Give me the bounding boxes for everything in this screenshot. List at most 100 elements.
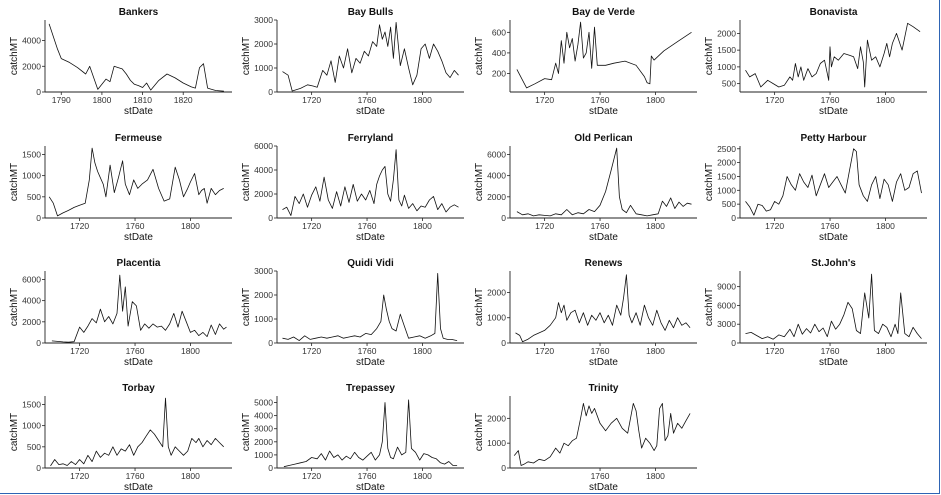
y-tick-label: 4000 bbox=[487, 171, 506, 181]
x-tick-label: 1800 bbox=[876, 346, 895, 356]
y-axis-label: catchMT bbox=[474, 37, 485, 75]
x-tick-label: 1760 bbox=[358, 471, 377, 481]
y-tick-label: 4000 bbox=[254, 165, 273, 175]
x-tick-label: 1760 bbox=[126, 471, 145, 481]
y-tick-label: 1000 bbox=[22, 171, 41, 181]
x-axis-label: stDate bbox=[589, 106, 618, 117]
x-tick-label: 1760 bbox=[591, 346, 610, 356]
y-tick-label: 2000 bbox=[487, 192, 506, 202]
y-tick-label: 0 bbox=[731, 213, 736, 223]
series-line bbox=[745, 22, 921, 88]
panel-bay-de-verde: Bay de Verde 200 400 600 1720 1760 1800 stDate c… bbox=[474, 7, 697, 117]
y-tick-label: 1000 bbox=[717, 62, 736, 72]
x-axis-label: stDate bbox=[589, 357, 618, 368]
y-tick-label: 0 bbox=[731, 338, 736, 348]
panel-bonavista: Bonavista 500 1000 1500 2000 1720 1760 1800 stDa… bbox=[704, 7, 927, 117]
x-tick-label: 1760 bbox=[358, 346, 377, 356]
y-tick-label: 1000 bbox=[22, 421, 41, 431]
series-line bbox=[745, 273, 922, 340]
y-tick-label: 3000 bbox=[717, 319, 736, 329]
panel-ferryland: Ferryland 0 2000 4000 6000 1720 1760 1800 stDate… bbox=[241, 133, 464, 243]
y-tick-label: 0 bbox=[268, 87, 273, 97]
x-tick-label: 1760 bbox=[126, 346, 145, 356]
series-line bbox=[48, 147, 224, 217]
x-tick-label: 1800 bbox=[876, 221, 895, 231]
panel-title: Fermeuse bbox=[115, 133, 163, 144]
y-tick-label: 500 bbox=[27, 192, 41, 202]
x-tick-label: 1790 bbox=[52, 95, 71, 105]
y-axis-label: catchMT bbox=[9, 37, 20, 75]
x-tick-label: 1760 bbox=[821, 221, 840, 231]
series-line bbox=[282, 272, 458, 342]
y-tick-label: 2000 bbox=[254, 189, 273, 199]
y-tick-label: 400 bbox=[492, 48, 506, 58]
y-axis-label: catchMT bbox=[704, 288, 715, 326]
y-tick-label: 0 bbox=[268, 463, 273, 473]
panel-title: Bay Bulls bbox=[348, 7, 394, 18]
y-tick-label: 5000 bbox=[254, 398, 273, 408]
x-tick-label: 1720 bbox=[535, 221, 554, 231]
y-tick-label: 0 bbox=[36, 213, 41, 223]
x-tick-label: 1720 bbox=[70, 471, 89, 481]
y-tick-label: 600 bbox=[492, 27, 506, 37]
y-tick-label: 4000 bbox=[22, 296, 41, 306]
x-axis-label: stDate bbox=[124, 106, 153, 117]
panel-title: Renews bbox=[585, 258, 623, 269]
x-tick-label: 1800 bbox=[413, 95, 432, 105]
y-tick-label: 2000 bbox=[717, 28, 736, 38]
y-axis-label: catchMT bbox=[9, 413, 20, 451]
x-tick-label: 1720 bbox=[535, 346, 554, 356]
x-tick-label: 1760 bbox=[358, 221, 377, 231]
y-tick-label: 500 bbox=[722, 199, 736, 209]
panel-title: Petty Harbour bbox=[800, 133, 866, 144]
series-line bbox=[282, 21, 459, 92]
panel-title: Quidi Vidi bbox=[347, 258, 394, 269]
x-tick-label: 1800 bbox=[92, 95, 111, 105]
x-tick-label: 1720 bbox=[70, 346, 89, 356]
series-line bbox=[745, 148, 922, 216]
x-axis-label: stDate bbox=[356, 357, 385, 368]
x-tick-label: 1800 bbox=[413, 346, 432, 356]
panel-title: Bankers bbox=[119, 7, 159, 18]
y-axis-label: catchMT bbox=[9, 288, 20, 326]
y-axis-label: catchMT bbox=[474, 288, 485, 326]
y-tick-label: 4000 bbox=[254, 411, 273, 421]
series-line bbox=[513, 402, 691, 466]
panel-title: Trinity bbox=[588, 383, 618, 394]
panel-title: Torbay bbox=[122, 383, 155, 394]
x-axis-label: stDate bbox=[124, 232, 153, 243]
panel-quidi-vidi: Quidi Vidi 0 1000 2000 3000 1720 1760 1800 stDat… bbox=[241, 258, 464, 368]
x-tick-label: 1810 bbox=[133, 95, 152, 105]
x-tick-label: 1760 bbox=[126, 221, 145, 231]
panel-title: Ferryland bbox=[348, 133, 394, 144]
x-axis-label: stDate bbox=[819, 106, 848, 117]
y-axis-label: catchMT bbox=[241, 163, 252, 201]
panel-trinity: Trinity 0 1000 2000 1760 1800 stDate catchMT bbox=[474, 383, 697, 493]
panel-title: Trepassey bbox=[346, 383, 395, 394]
x-axis-label: stDate bbox=[589, 482, 618, 493]
y-tick-label: 3000 bbox=[254, 424, 273, 434]
y-tick-label: 9000 bbox=[717, 282, 736, 292]
y-tick-label: 1000 bbox=[254, 314, 273, 324]
panel-bay-bulls: Bay Bulls 0 1000 2000 3000 1720 1760 1800 stDate… bbox=[241, 7, 464, 117]
y-tick-label: 6000 bbox=[487, 149, 506, 159]
y-tick-label: 2000 bbox=[254, 437, 273, 447]
y-axis-label: catchMT bbox=[241, 413, 252, 451]
x-tick-label: 1800 bbox=[876, 95, 895, 105]
series-line bbox=[48, 23, 224, 92]
panel-fermeuse: Fermeuse 0 500 1000 1500 1720 1760 1800 stDate ca… bbox=[9, 133, 232, 243]
y-tick-label: 1000 bbox=[487, 438, 506, 448]
y-tick-label: 1000 bbox=[717, 185, 736, 195]
panel-title: Placentia bbox=[117, 258, 161, 269]
y-tick-label: 0 bbox=[501, 213, 506, 223]
x-tick-label: 1760 bbox=[591, 221, 610, 231]
y-tick-label: 0 bbox=[501, 463, 506, 473]
x-tick-label: 1720 bbox=[302, 221, 321, 231]
x-tick-label: 1720 bbox=[302, 346, 321, 356]
x-tick-label: 1800 bbox=[646, 471, 665, 481]
panel-trepassey: Trepassey 0 1000 2000 3000 4000 5000 1720 1760 18… bbox=[241, 383, 464, 493]
panel-renews: Renews 0 1000 2000 1720 1760 1800 stDate catchMT bbox=[474, 258, 697, 368]
y-tick-label: 3000 bbox=[254, 266, 273, 276]
